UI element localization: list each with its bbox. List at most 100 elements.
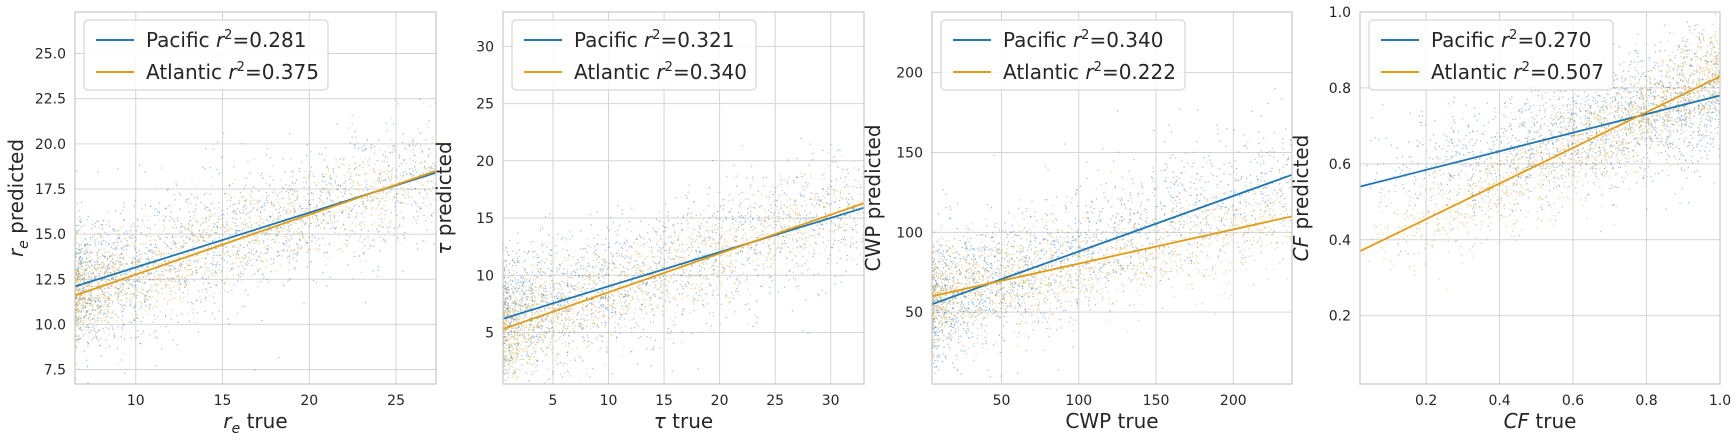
- scatter-point: [159, 325, 162, 328]
- scatter-point: [308, 236, 310, 238]
- scatter-point: [193, 241, 195, 244]
- scatter-point: [278, 192, 280, 194]
- scatter-point: [363, 148, 366, 150]
- scatter-point: [93, 336, 95, 339]
- scatter-point: [223, 281, 225, 284]
- scatter-point: [522, 333, 524, 335]
- scatter-point: [714, 243, 716, 245]
- scatter-point: [250, 196, 252, 198]
- scatter-point: [351, 114, 353, 117]
- scatter-point: [102, 290, 104, 292]
- scatter-point: [269, 215, 271, 218]
- scatter-point: [113, 261, 116, 263]
- scatter-point: [121, 326, 123, 328]
- scatter-point: [96, 305, 98, 307]
- scatter-point: [564, 300, 566, 302]
- scatter-point: [643, 264, 645, 267]
- scatter-point: [179, 208, 181, 210]
- scatter-point: [210, 245, 212, 248]
- scatter-point: [267, 201, 269, 203]
- scatter-point: [86, 311, 88, 313]
- scatter-point: [399, 174, 402, 176]
- scatter-point: [505, 336, 507, 338]
- scatter-point: [144, 282, 146, 284]
- scatter-point: [186, 313, 189, 315]
- scatter-point: [149, 273, 152, 275]
- scatter-point: [808, 217, 811, 219]
- scatter-point: [375, 228, 378, 231]
- scatter-point: [253, 186, 255, 188]
- scatter-point: [605, 238, 607, 240]
- scatter-point: [656, 243, 658, 245]
- scatter-point: [315, 248, 317, 250]
- scatter-point: [280, 191, 283, 193]
- scatter-point: [310, 166, 313, 168]
- scatter-point: [721, 236, 723, 238]
- scatter-point: [267, 245, 270, 247]
- scatter-point: [329, 176, 331, 179]
- scatter-point: [77, 311, 79, 313]
- scatter-point: [330, 199, 332, 201]
- scatter-point: [737, 290, 739, 293]
- scatter-point: [116, 363, 119, 366]
- scatter-point: [300, 247, 302, 249]
- scatter-point: [277, 255, 279, 257]
- scatter-point: [688, 282, 690, 284]
- scatter-point: [513, 331, 515, 333]
- scatter-point: [763, 234, 765, 236]
- scatter-point: [420, 207, 422, 210]
- scatter-point: [97, 251, 99, 253]
- scatter-point: [249, 221, 252, 223]
- scatter-point: [199, 225, 202, 227]
- scatter-point: [220, 227, 222, 229]
- scatter-point: [390, 188, 392, 191]
- scatter-point: [682, 215, 684, 217]
- scatter-point: [251, 240, 253, 243]
- scatter-point: [292, 175, 294, 178]
- scatter-point: [334, 182, 337, 184]
- scatter-point: [152, 252, 154, 254]
- scatter-point: [107, 287, 109, 290]
- scatter-point: [77, 319, 80, 321]
- scatter-point: [117, 287, 120, 289]
- scatter-point: [120, 274, 122, 277]
- scatter-point: [178, 257, 180, 259]
- scatter-point: [144, 268, 146, 270]
- scatter-point: [414, 165, 416, 168]
- scatter-point: [362, 200, 364, 203]
- scatter-point: [759, 206, 761, 208]
- scatter-point: [170, 253, 172, 256]
- scatter-point: [110, 260, 112, 263]
- scatter-point: [542, 287, 544, 289]
- scatter-point: [97, 263, 100, 266]
- scatter-point: [77, 277, 79, 279]
- scatter-point: [96, 307, 99, 310]
- scatter-point: [113, 337, 115, 339]
- scatter-point: [834, 189, 836, 192]
- scatter-point: [101, 291, 104, 293]
- scatter-point: [77, 304, 80, 306]
- scatter-point: [300, 230, 302, 233]
- scatter-point: [545, 331, 547, 333]
- scatter-point: [290, 176, 292, 178]
- scatter-point: [328, 211, 330, 213]
- scatter-point: [79, 216, 81, 218]
- scatter-point: [567, 310, 570, 313]
- scatter-point: [509, 295, 511, 297]
- scatter-point: [280, 250, 282, 252]
- scatter-point: [651, 348, 653, 350]
- scatter-point: [192, 250, 195, 253]
- scatter-point: [616, 234, 618, 236]
- scatter-point: [565, 308, 567, 310]
- scatter-point: [569, 238, 571, 240]
- scatter-point: [101, 293, 104, 296]
- scatter-point: [119, 274, 122, 276]
- scatter-point: [602, 296, 604, 298]
- scatter-point: [294, 208, 296, 211]
- scatter-point: [506, 289, 508, 291]
- scatter-point: [228, 322, 230, 325]
- scatter-point: [585, 305, 587, 308]
- scatter-point: [117, 168, 119, 170]
- scatter-point: [111, 312, 114, 314]
- scatter-point: [120, 291, 123, 293]
